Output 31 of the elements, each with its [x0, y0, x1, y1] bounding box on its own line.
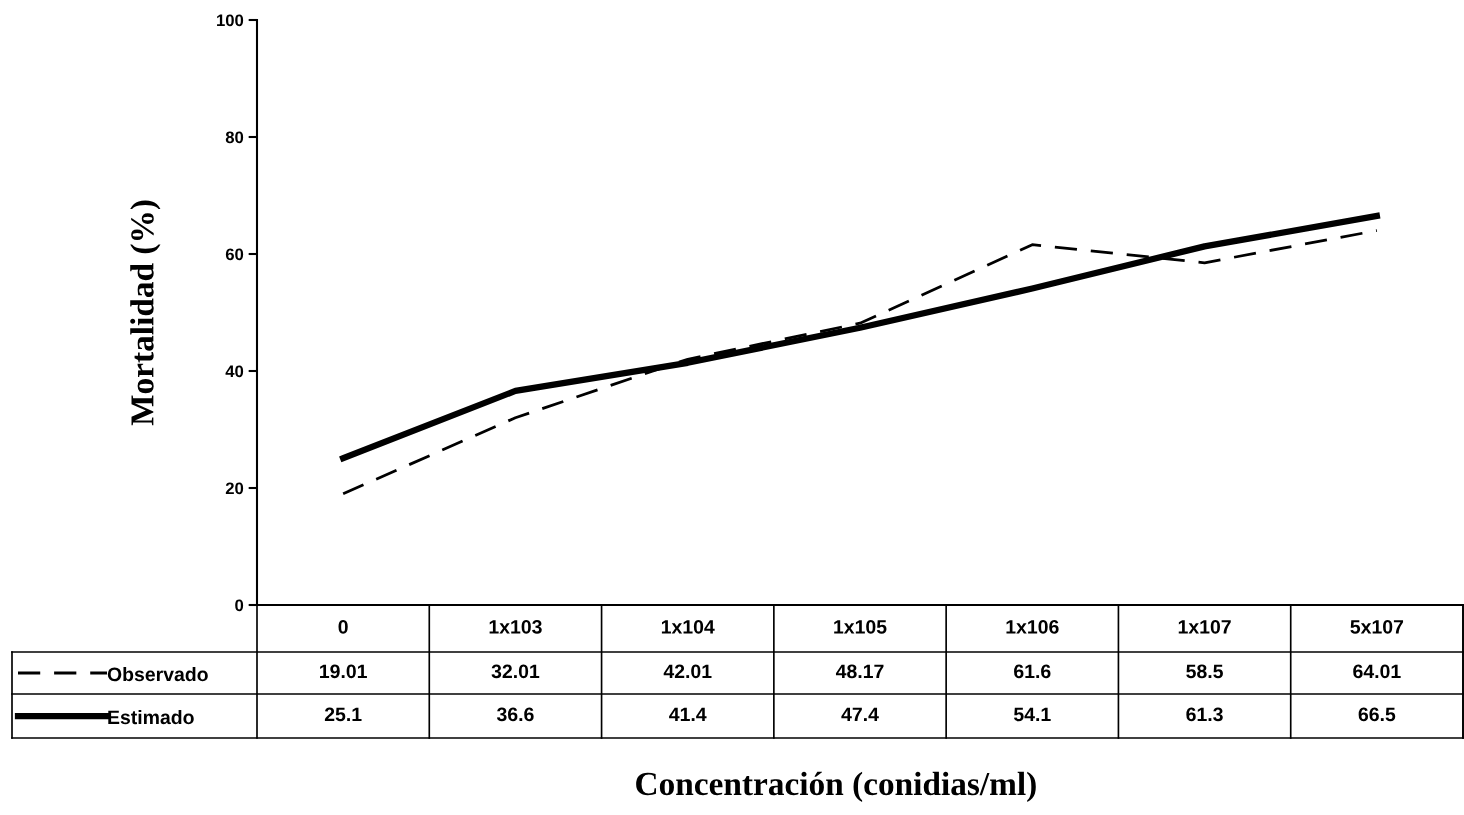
data-label: 48.17	[835, 664, 884, 679]
data-label: 64.01	[1353, 664, 1401, 679]
data-label: 36.6	[496, 707, 534, 722]
data-label: 54.1	[1013, 707, 1051, 722]
x-tick-label: 1x104	[661, 619, 715, 634]
x-tick-label: 1x107	[1178, 619, 1231, 634]
data-label: 32.01	[491, 664, 540, 679]
data-label: 66.5	[1358, 707, 1396, 722]
y-tick-label: 100	[217, 14, 244, 27]
y-tick-label: 20	[225, 482, 244, 495]
y-tick-label: 80	[225, 131, 244, 144]
data-label: 47.4	[841, 707, 879, 722]
data-label: 61.3	[1186, 707, 1223, 722]
data-label: 61.6	[1014, 664, 1051, 679]
data-label: 42.01	[663, 664, 712, 679]
x-tick-label: 1x105	[834, 619, 887, 634]
data-label: 41.4	[669, 707, 707, 722]
y-tick-label: 0	[235, 599, 244, 612]
x-tick-label: 5x107	[1350, 619, 1404, 634]
legend-label: Estimado	[108, 709, 194, 725]
x-tick-label: 0	[338, 619, 348, 634]
data-label: 25.1	[324, 707, 362, 722]
x-tick-label: 1x103	[489, 619, 542, 634]
data-label: 58.5	[1186, 664, 1223, 679]
data-label: 19.01	[320, 664, 367, 679]
y-tick-label: 60	[225, 248, 244, 261]
x-axis-title: Concentración (conidias/ml)	[636, 771, 1036, 802]
x-tick-label: 1x106	[1006, 619, 1059, 634]
legend-label: Observado	[107, 666, 208, 682]
y-tick-label: 40	[225, 365, 244, 378]
y-axis-title: Mortalidad (%)	[130, 200, 161, 426]
